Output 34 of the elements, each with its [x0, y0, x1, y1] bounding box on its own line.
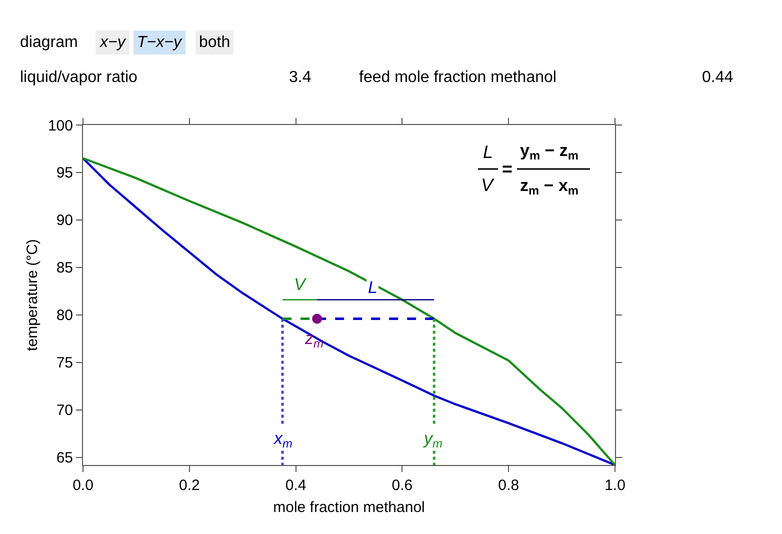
text: feed mole fraction methanol — [359, 69, 556, 86]
x-tick-label: 0.4 — [285, 477, 306, 494]
y-tick-label: 85 — [56, 260, 73, 277]
annotation: = — [502, 159, 513, 179]
text: 0.44 — [702, 69, 734, 86]
y-axis-title: temperature (°C) — [24, 239, 42, 351]
x-axis-title: mole fraction methanol — [273, 499, 425, 516]
x-tick-label: 0.2 — [178, 477, 200, 494]
annotation: L — [368, 278, 378, 297]
x-tick-label: 0.0 — [72, 477, 94, 494]
x-tick-label: 0.8 — [498, 477, 520, 494]
y-tick-label: 100 — [48, 117, 73, 134]
y-tick-label: 80 — [56, 307, 73, 324]
text: liquid/vapor ratio — [20, 69, 138, 86]
text: diagram — [20, 34, 78, 51]
annotation: V — [294, 275, 307, 294]
annotation: y$_{m}$ − z$_{m}$ — [520, 141, 578, 163]
x-tick-label: 1.0 — [604, 477, 626, 494]
y-tick-label: 90 — [56, 212, 73, 230]
annotation: x$_{m}$ — [273, 429, 292, 451]
annotation: y$_{m}$ — [423, 429, 442, 451]
text: 3.4 — [289, 69, 312, 86]
annotation: z$_{m}$ − x$_{m}$ — [520, 176, 578, 198]
annotation: L — [483, 142, 494, 162]
y-tick-label: 65 — [56, 450, 73, 467]
annotation: V — [481, 175, 495, 195]
y-tick-label: 95 — [56, 164, 73, 182]
x-tick-label: 0.6 — [392, 477, 413, 494]
text: T−x−y — [137, 34, 182, 51]
y-tick-label: 70 — [56, 402, 73, 420]
text: x−y — [99, 34, 126, 51]
y-tick-label: 75 — [56, 354, 73, 372]
text: both — [199, 34, 230, 51]
annotation: z$_{m}$ — [304, 329, 324, 351]
